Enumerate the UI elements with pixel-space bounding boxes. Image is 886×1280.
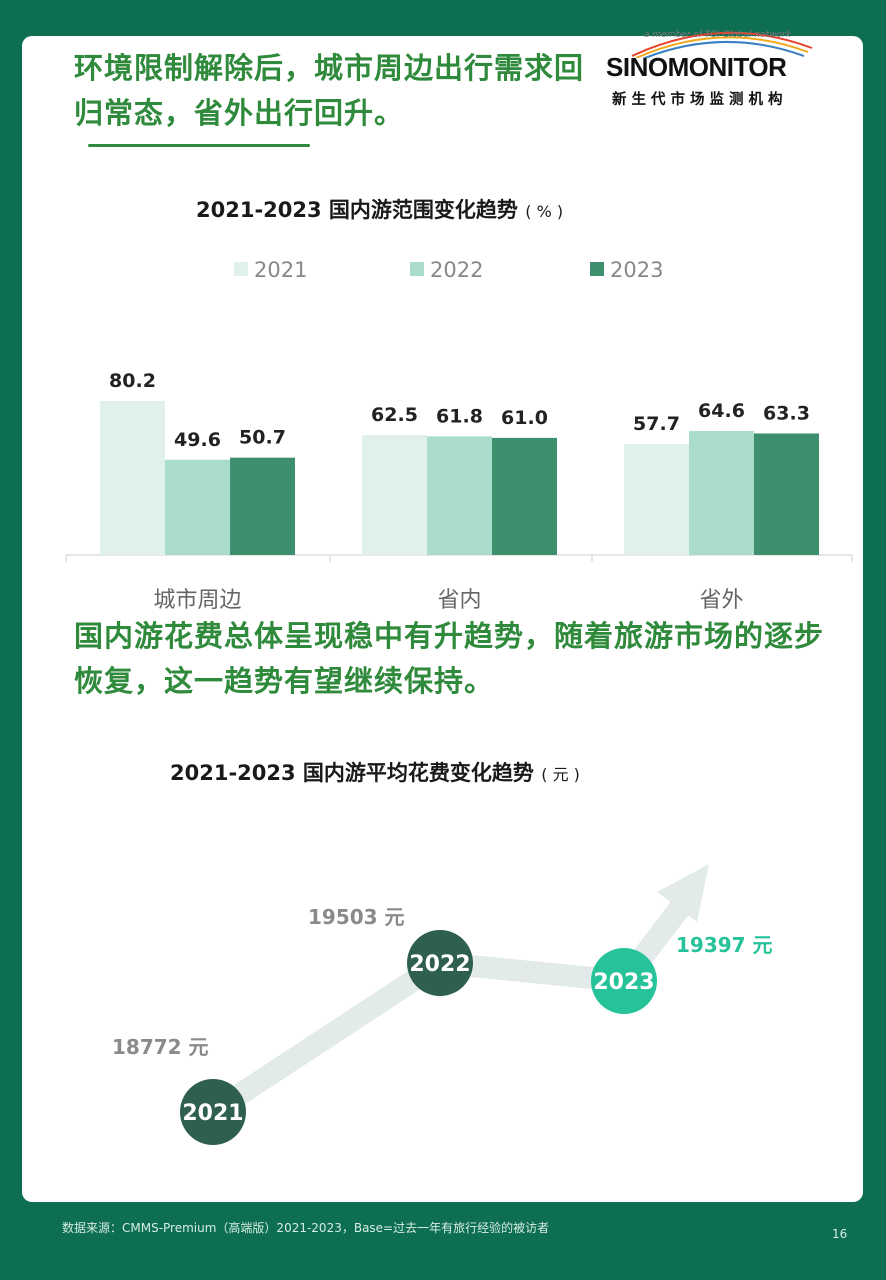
legend-label-2023: 2023 — [610, 258, 664, 282]
legend-swatch-2022 — [410, 262, 424, 276]
bar-2022-1 — [427, 436, 492, 555]
bar-value-label-2023-2: 63.3 — [763, 402, 810, 424]
sinomonitor-logo: a member of TGI Global network SINOMONIT… — [602, 18, 828, 126]
bar-2022-0 — [165, 459, 230, 555]
chart2-title-unit: ( 元 ) — [541, 765, 580, 784]
bar-2021-2 — [624, 444, 689, 555]
headline-travel-range: 环境限制解除后，城市周边出行需求回归常态，省外出行回升。 — [74, 51, 585, 130]
spending-value-label-2023: 19397 元 — [676, 933, 773, 957]
logo-member-text: a member of TGI Global network — [644, 30, 791, 40]
year-node-2021 — [180, 1079, 246, 1145]
content-card — [22, 36, 863, 1202]
bar-value-label-2021-1: 62.5 — [371, 404, 418, 426]
bar-value-label-2023-0: 50.7 — [239, 427, 286, 449]
legend-item-2021: 2021 — [234, 258, 307, 282]
category-label-2: 省外 — [699, 588, 743, 613]
year-node-2022 — [407, 930, 473, 996]
bar-value-label-2023-1: 61.0 — [501, 407, 548, 429]
headline-spending-trend: 国内游花费总体呈现稳中有升趋势，随着旅游市场的逐步恢复，这一趋势有望继续保持。 — [74, 619, 825, 698]
category-label-0: 城市周边 — [153, 588, 241, 613]
bar-2023-2 — [754, 433, 819, 555]
bar-value-label-2022-1: 61.8 — [436, 405, 483, 427]
headline-underline — [88, 144, 310, 147]
chart1-title: 2021-2023 国内游范围变化趋势 ( % ) — [196, 194, 563, 224]
category-label-1: 省内 — [437, 588, 481, 613]
chart1-title-main: 2021-2023 国内游范围变化趋势 — [196, 198, 518, 222]
bar-2021-1 — [362, 435, 427, 555]
legend-swatch-2021 — [234, 262, 248, 276]
bar-chart: 80.2 49.6 50.7 城市周边 62.5 61.8 61.0 省内 57.7 64.6 63… — [65, 370, 853, 613]
legend-swatch-2023 — [590, 262, 604, 276]
legend-item-2022: 2022 — [410, 258, 483, 282]
logo-arc-icon — [631, 31, 813, 58]
data-source-footer: 数据来源：CMMS-Premium（高端版）2021-2023，Base=过去一… — [62, 1221, 550, 1235]
bar-2022-2 — [689, 430, 754, 555]
page-number: 16 — [832, 1227, 848, 1241]
spending-value-label-2022: 19503 元 — [308, 905, 405, 929]
logo-brand: SINOMONITOR — [606, 52, 787, 82]
bar-2023-1 — [492, 437, 557, 555]
bar-value-label-2022-2: 64.6 — [698, 400, 745, 422]
bar-value-label-2021-0: 80.2 — [109, 370, 156, 392]
legend-item-2023: 2023 — [590, 258, 663, 282]
legend-label-2021: 2021 — [254, 258, 308, 282]
year-node-label-2021: 2021 — [182, 1101, 243, 1126]
bar-2023-0 — [230, 457, 295, 555]
bar-value-label-2021-2: 57.7 — [633, 413, 680, 435]
logo-brand-cn: 新生代市场监测机构 — [612, 92, 788, 108]
trend-arrow-head — [657, 864, 709, 922]
chart1-title-unit: ( % ) — [525, 202, 564, 221]
spending-value-label-2021: 18772 元 — [112, 1035, 209, 1059]
year-node-2023 — [591, 948, 657, 1014]
chart2-title: 2021-2023 国内游平均花费变化趋势 ( 元 ) — [170, 757, 580, 787]
bar-value-label-2022-0: 49.6 — [174, 429, 221, 451]
legend-label-2022: 2022 — [430, 258, 484, 282]
year-node-label-2023: 2023 — [593, 970, 654, 995]
year-node-label-2022: 2022 — [409, 952, 470, 977]
bar-2021-0 — [100, 401, 165, 555]
chart2-title-main: 2021-2023 国内游平均花费变化趋势 — [170, 761, 534, 785]
